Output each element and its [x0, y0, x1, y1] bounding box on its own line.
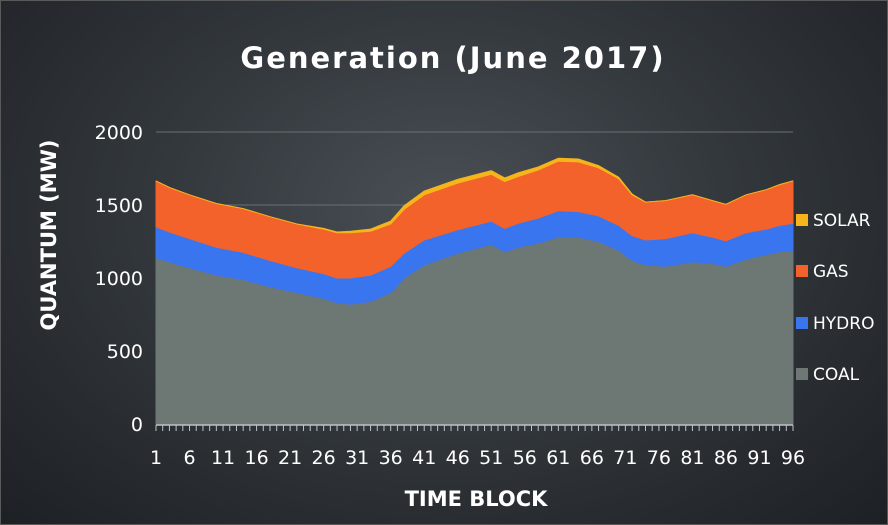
x-tick-label: 91 — [747, 447, 771, 469]
y-tick-label: 500 — [107, 341, 143, 363]
x-axis — [155, 424, 794, 431]
x-tick-label: 76 — [647, 447, 671, 469]
y-tick-label: 2000 — [95, 122, 143, 144]
x-tick-label: 36 — [379, 447, 403, 469]
x-tick-label: 16 — [244, 447, 268, 469]
legend-swatch — [796, 368, 808, 380]
x-tick-label: 11 — [211, 447, 235, 469]
legend-item-gas: GAS — [796, 262, 849, 282]
legend-item-solar: SOLAR — [796, 211, 871, 231]
legend-item-coal: COAL — [796, 365, 860, 385]
legend-label: SOLAR — [813, 211, 871, 231]
x-tick-label: 56 — [513, 447, 537, 469]
legend-label: COAL — [813, 365, 860, 385]
legend-label: GAS — [813, 262, 849, 282]
chart-title: Generation (June 2017) — [240, 41, 665, 75]
y-axis-title: QUANTUM (MW) — [37, 140, 61, 331]
x-tick-label: 31 — [345, 447, 369, 469]
x-tick-label: 71 — [613, 447, 637, 469]
x-tick-label: 41 — [412, 447, 436, 469]
legend-swatch — [796, 317, 808, 329]
x-tick-label: 61 — [546, 447, 570, 469]
x-tick-label: 51 — [479, 447, 503, 469]
x-tick-label: 96 — [781, 447, 805, 469]
x-tick-label: 46 — [446, 447, 470, 469]
y-tick-label: 1500 — [95, 195, 143, 217]
legend-item-hydro: HYDRO — [796, 314, 874, 334]
x-axis-minor-ticks — [155, 425, 794, 431]
y-tick-label: 0 — [131, 414, 143, 436]
y-tick-label: 1000 — [95, 268, 143, 290]
legend-swatch — [796, 265, 808, 277]
x-axis-title: TIME BLOCK — [405, 487, 549, 511]
x-axis-ticks: 1 6 11 16 21 26 31 36 41 46 51 56 61 66 71 76 81 86 91 96 — [150, 447, 805, 469]
area-solar — [155, 157, 794, 234]
legend: SOLAR GAS HYDRO COAL — [796, 211, 874, 385]
legend-swatch — [796, 214, 808, 226]
x-tick-label: 26 — [312, 447, 336, 469]
x-tick-label: 66 — [580, 447, 604, 469]
x-tick-label: 1 — [150, 447, 162, 469]
x-tick-label: 86 — [714, 447, 738, 469]
x-tick-label: 21 — [278, 447, 302, 469]
y-axis-ticks: 0 500 1000 1500 2000 — [95, 122, 143, 436]
legend-label: HYDRO — [813, 314, 874, 334]
x-tick-label: 81 — [680, 447, 704, 469]
stacked-areas — [155, 157, 794, 425]
x-tick-label: 6 — [183, 447, 195, 469]
